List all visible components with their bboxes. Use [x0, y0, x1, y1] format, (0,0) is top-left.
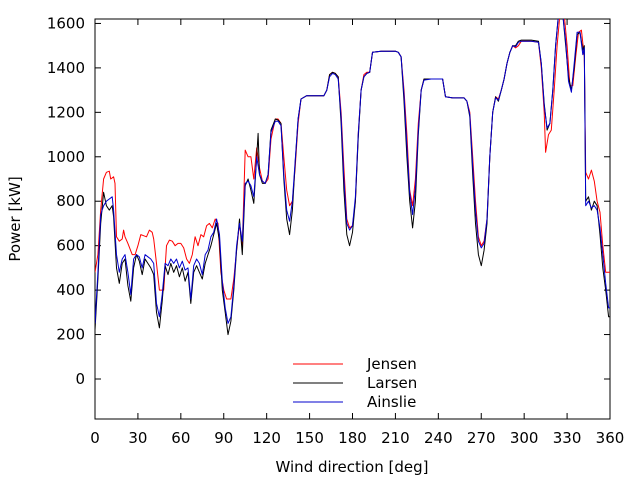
y-tick-label: 200: [56, 326, 85, 344]
y-tick-label: 1600: [47, 14, 85, 32]
x-tick-label: 150: [295, 429, 324, 447]
x-tick-label: 330: [553, 429, 582, 447]
y-tick-label: 0: [75, 370, 85, 388]
x-axis-label: Wind direction [deg]: [276, 458, 429, 476]
x-tick-label: 90: [214, 429, 233, 447]
y-tick-label: 600: [56, 237, 85, 255]
y-tick-label: 1400: [47, 59, 85, 77]
x-tick-label: 60: [171, 429, 190, 447]
series-line-ainslie: [95, 19, 610, 324]
x-tick-label: 270: [467, 429, 496, 447]
series-lines: [95, 19, 610, 336]
x-tick-label: 120: [252, 429, 281, 447]
y-axis-label: Power [kW]: [6, 176, 24, 261]
y-tick-label: 1200: [47, 103, 85, 121]
series-line-larsen: [95, 19, 610, 336]
axis-tick-labels: 0 30 60 90 120 150 180 210 240 270 300 330 360 0 200 40…: [47, 14, 625, 447]
legend-label-ainslie: Ainslie: [367, 393, 416, 411]
x-tick-label: 30: [128, 429, 147, 447]
series-line-jensen: [95, 19, 610, 300]
legend-label-larsen: Larsen: [367, 374, 417, 392]
x-tick-label: 0: [90, 429, 100, 447]
x-tick-label: 210: [381, 429, 410, 447]
x-tick-label: 300: [510, 429, 539, 447]
x-tick-label: 360: [596, 429, 625, 447]
x-tick-label: 180: [338, 429, 367, 447]
plot-border: [94, 18, 611, 420]
legend-label-jensen: Jensen: [366, 355, 417, 373]
y-tick-label: 1000: [47, 148, 85, 166]
y-tick-label: 400: [56, 281, 85, 299]
y-tick-label: 800: [56, 192, 85, 210]
axis-ticks: [94, 19, 611, 419]
plot-frame: [94, 18, 611, 420]
x-tick-label: 240: [424, 429, 453, 447]
